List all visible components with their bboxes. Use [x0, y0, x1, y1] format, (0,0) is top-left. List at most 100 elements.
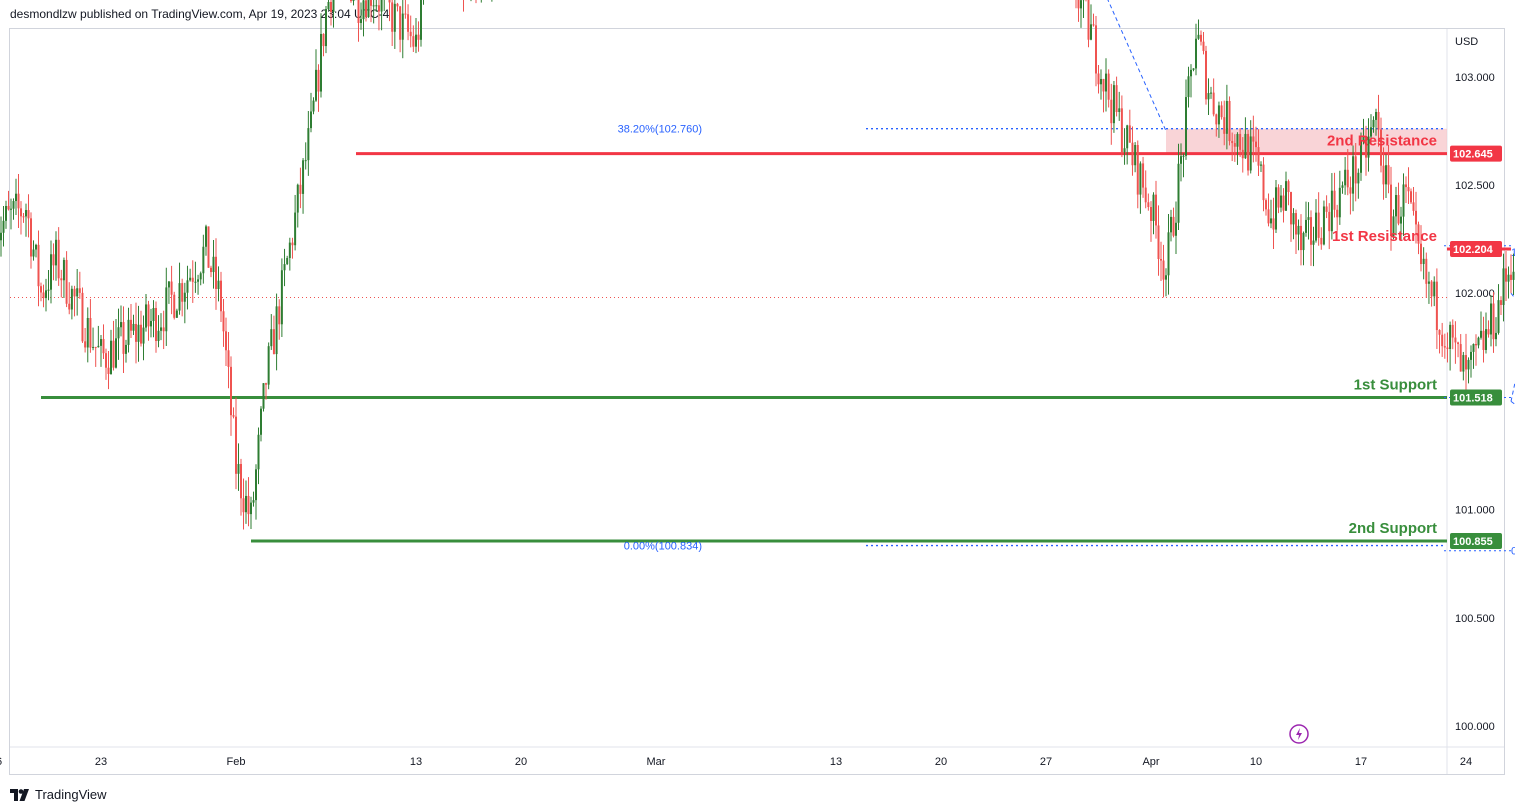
candle-body — [307, 128, 310, 161]
candle-body — [280, 270, 283, 325]
tradingview-logo-icon[interactable] — [10, 788, 30, 801]
candle-body — [1375, 111, 1377, 120]
candle-body — [372, 5, 375, 7]
candle-body — [1200, 34, 1202, 42]
candle-body — [135, 323, 137, 342]
candle-body — [1325, 206, 1328, 212]
candle-body — [1228, 100, 1231, 142]
fib-label: 38.20%(102.760) — [618, 124, 702, 136]
x-tick-label: 16 — [0, 756, 2, 768]
candle-body — [380, 0, 383, 12]
candle-body — [1123, 148, 1126, 153]
candle-body — [1252, 136, 1255, 142]
candle-body — [1107, 73, 1110, 100]
y-tick-label: 103.000 — [1455, 72, 1495, 84]
candle-body — [1257, 147, 1260, 166]
candle-body — [1197, 34, 1200, 39]
candle-body — [1275, 187, 1277, 230]
x-tick-label: 13 — [830, 756, 842, 768]
candle-body — [152, 308, 155, 322]
candle-body — [1385, 165, 1387, 185]
candle-body — [227, 350, 230, 367]
candle-body — [1297, 225, 1300, 235]
candle-body — [288, 242, 291, 259]
candle-body — [1212, 92, 1215, 115]
candle-body — [291, 242, 294, 246]
candle-body — [401, 13, 404, 40]
candle-body — [1223, 117, 1226, 134]
candle-body — [1112, 85, 1115, 124]
candle-body — [1405, 184, 1407, 188]
candle-body — [1136, 144, 1139, 195]
candle-body — [1472, 343, 1475, 352]
candle-body — [1249, 136, 1252, 171]
candle-body — [393, 3, 396, 32]
candle-body — [1239, 133, 1242, 150]
candle-body — [1144, 187, 1147, 203]
candle-body — [407, 14, 410, 32]
candle-body — [1402, 184, 1405, 217]
candle-body — [145, 304, 147, 328]
candle-body — [396, 3, 399, 7]
candle-body — [30, 218, 32, 257]
candle-body — [207, 226, 210, 268]
candle-body — [1150, 207, 1152, 221]
candle-body — [45, 290, 47, 299]
candle-body — [1277, 187, 1280, 208]
candle-body — [189, 277, 192, 281]
level-name: 1st Support — [1354, 377, 1437, 394]
candle-body — [412, 36, 415, 47]
publisher-header: desmondlzw published on TradingView.com,… — [10, 7, 390, 21]
price-tag-label: 102.204 — [1453, 244, 1494, 256]
candle-body — [1333, 190, 1336, 210]
fib-trend-line — [1510, 400, 1515, 405]
candle-body — [362, 0, 365, 20]
candle-body — [225, 331, 227, 351]
candle-body — [5, 205, 7, 221]
candle-body — [1433, 281, 1436, 297]
candle-body — [22, 216, 25, 218]
lightning-icon-bolt — [1296, 728, 1302, 740]
candle-body — [15, 193, 17, 202]
candle-body — [1390, 184, 1392, 237]
resistance-zone — [1166, 128, 1447, 154]
candle-body — [130, 319, 132, 331]
candle-body — [20, 208, 22, 217]
candle-body — [1187, 76, 1190, 98]
candle-body — [92, 346, 95, 348]
candle-body — [1244, 133, 1247, 159]
candle-body — [1370, 127, 1372, 137]
candle-body — [420, 0, 422, 40]
candle-body — [37, 244, 40, 287]
candle-body — [186, 280, 189, 293]
candle-body — [1357, 172, 1360, 184]
candle-body — [388, 0, 391, 3]
candle-body — [1139, 163, 1142, 195]
candle-body — [105, 353, 107, 368]
candle-body — [1155, 194, 1157, 226]
candle-body — [1270, 218, 1272, 224]
candle-body — [162, 327, 165, 332]
candle-body — [202, 246, 205, 274]
candle-body — [132, 323, 135, 331]
candle-body — [1365, 136, 1367, 158]
candle-body — [270, 329, 273, 347]
candle-body — [294, 212, 297, 246]
candle-body — [1290, 192, 1292, 225]
candle-body — [76, 288, 79, 297]
candle-body — [94, 346, 97, 348]
candle-body — [125, 344, 127, 354]
candle-body — [84, 341, 87, 348]
candle-body — [1322, 206, 1325, 245]
candle-body — [1080, 0, 1082, 9]
candle-body — [167, 281, 170, 288]
candle-body — [1210, 92, 1212, 94]
candle-body — [1412, 202, 1415, 211]
candle-body — [1102, 78, 1105, 92]
candle-body — [10, 208, 12, 210]
level-name: 2nd Resistance — [1327, 133, 1437, 150]
candle-body — [1265, 200, 1267, 210]
candle-body — [1241, 149, 1244, 159]
candle-body — [1185, 97, 1187, 156]
